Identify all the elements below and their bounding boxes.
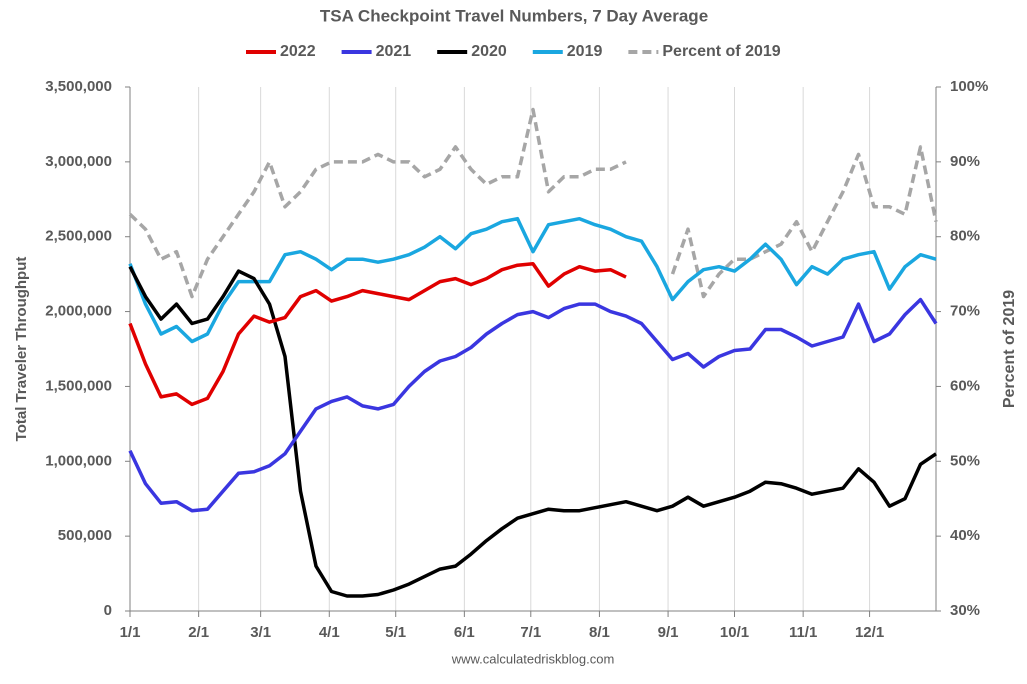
x-tick-label: 4/1 (319, 624, 340, 641)
x-tick-label: 5/1 (385, 624, 406, 641)
x-tick-label: 6/1 (454, 624, 475, 641)
y-tick-label: 1,500,000 (45, 377, 112, 394)
x-tick-label: 10/1 (720, 624, 749, 641)
y-tick-label: 2,000,000 (45, 303, 112, 320)
y2-tick-label: 40% (950, 527, 980, 544)
legend-label: 2019 (567, 43, 603, 60)
chart-title: TSA Checkpoint Travel Numbers, 7 Day Ave… (320, 6, 708, 25)
legend-label: 2020 (471, 43, 507, 60)
legend-label: Percent of 2019 (662, 43, 780, 60)
y-tick-label: 3,000,000 (45, 153, 112, 170)
legend-label: 2022 (280, 43, 316, 60)
series-line (128, 107, 938, 299)
x-tick-label: 11/1 (789, 624, 817, 641)
x-tick-label: 3/1 (250, 624, 271, 641)
y-tick-label: 3,500,000 (45, 78, 112, 95)
y2-tick-label: 60% (950, 377, 980, 394)
y2-tick-label: 100% (950, 78, 988, 95)
y-axis-label: Total Traveler Throughput (13, 257, 30, 442)
y-tick-label: 0 (104, 602, 112, 619)
series-line (128, 297, 938, 513)
series-line (128, 265, 937, 598)
x-tick-label: 9/1 (658, 624, 679, 641)
y-tick-label: 500,000 (58, 527, 112, 544)
legend-label: 2021 (376, 43, 412, 60)
y2-tick-label: 70% (950, 303, 980, 320)
x-tick-label: 7/1 (520, 624, 541, 641)
y2-tick-label: 90% (950, 153, 980, 170)
y2-axis-label: Percent of 2019 (1001, 290, 1018, 408)
y-tick-label: 1,000,000 (45, 452, 112, 469)
x-tick-label: 12/1 (855, 624, 884, 641)
x-tick-label: 2/1 (188, 624, 209, 641)
x-tick-label: 1/1 (120, 624, 141, 641)
y2-tick-label: 50% (950, 452, 980, 469)
source: www.calculatedriskblog.com (451, 651, 615, 666)
x-tick-label: 8/1 (589, 624, 610, 641)
series-line (128, 261, 627, 407)
y2-tick-label: 80% (950, 228, 980, 245)
y2-tick-label: 30% (950, 602, 980, 619)
series-line (128, 216, 937, 344)
y-tick-label: 2,500,000 (45, 228, 112, 245)
